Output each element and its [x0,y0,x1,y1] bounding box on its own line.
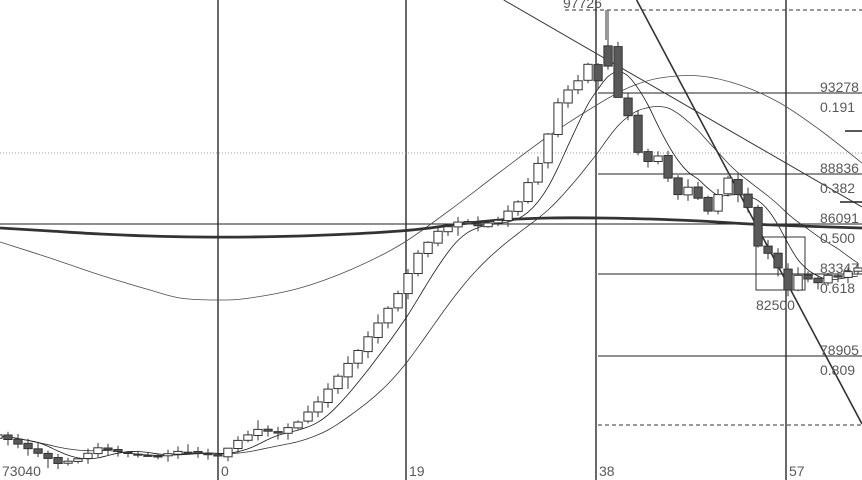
svg-text:0.809: 0.809 [820,362,855,378]
svg-text:38: 38 [599,463,615,479]
svg-text:78905: 78905 [820,342,859,358]
svg-text:57: 57 [789,463,805,479]
svg-text:0.191: 0.191 [820,99,855,115]
svg-text:82500: 82500 [756,297,795,313]
svg-text:86091: 86091 [820,210,859,226]
svg-text:83347: 83347 [820,260,859,276]
svg-text:19: 19 [409,463,425,479]
svg-text:93278: 93278 [820,79,859,95]
svg-text:0.500: 0.500 [820,230,855,246]
svg-text:0: 0 [221,463,229,479]
svg-text:97726: 97726 [563,0,602,11]
svg-text:73040: 73040 [2,463,41,479]
svg-text:88836: 88836 [820,160,859,176]
svg-text:0.382: 0.382 [820,180,855,196]
